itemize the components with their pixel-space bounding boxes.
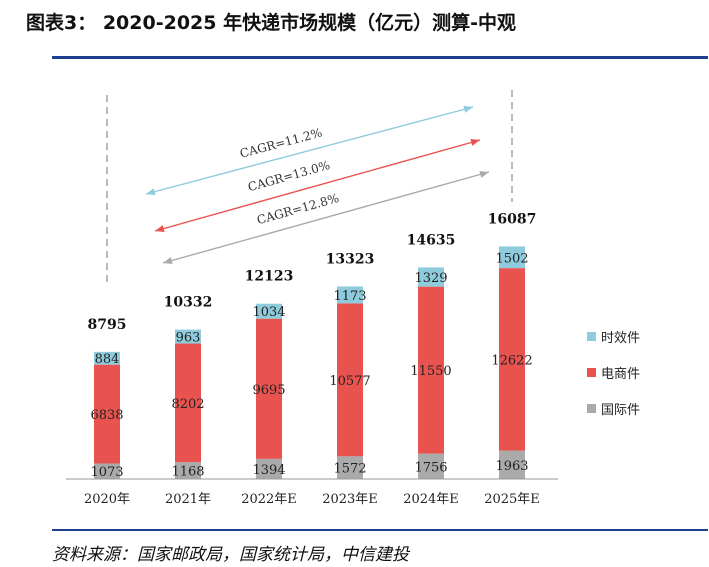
data-label: 884 bbox=[95, 352, 120, 367]
x-tick-label: 2022年E bbox=[241, 492, 297, 507]
x-tick-label: 2020年 bbox=[84, 492, 130, 507]
data-label: 11550 bbox=[410, 364, 451, 379]
total-label: 13323 bbox=[326, 251, 375, 267]
bar-segment-intl-0 bbox=[94, 463, 120, 479]
legend-swatch bbox=[587, 332, 596, 341]
total-label: 8795 bbox=[88, 317, 127, 333]
data-label: 1502 bbox=[495, 251, 528, 266]
legend-label: 国际件 bbox=[601, 403, 640, 418]
cagr-arrow-0 bbox=[145, 105, 474, 196]
bar-segment-express-5 bbox=[499, 246, 525, 269]
x-tick-label: 2021年 bbox=[165, 492, 211, 507]
x-tick-label: 2024年E bbox=[403, 492, 459, 507]
data-label: 1572 bbox=[333, 462, 366, 477]
bar-segment-ecom-5 bbox=[499, 268, 525, 451]
bar-segment-ecom-1 bbox=[175, 343, 201, 463]
data-label: 963 bbox=[176, 331, 201, 346]
legend-label: 电商件 bbox=[601, 367, 640, 382]
footer-divider bbox=[52, 529, 708, 531]
cagr-label: CAGR=12.8% bbox=[255, 191, 340, 227]
cagr-arrow-2 bbox=[162, 170, 490, 265]
source-note: 资料来源：国家邮政局，国家统计局，中信建投 bbox=[52, 545, 409, 565]
bar-segment-express-2 bbox=[256, 303, 282, 319]
bar-segment-express-0 bbox=[94, 351, 120, 365]
data-label: 12622 bbox=[491, 353, 532, 368]
x-tick-label: 2025年E bbox=[484, 492, 540, 507]
data-label: 1756 bbox=[414, 460, 447, 475]
legend-label: 时效件 bbox=[601, 331, 640, 346]
bar-segment-intl-5 bbox=[499, 450, 525, 479]
legend-swatch bbox=[587, 368, 596, 377]
total-label: 12123 bbox=[245, 269, 294, 285]
stacked-bar-chart: CAGR=11.2%CAGR=13.0%CAGR=12.8% 107368388… bbox=[66, 90, 640, 507]
bar-segment-express-1 bbox=[175, 329, 201, 344]
cagr-label: CAGR=11.2% bbox=[238, 125, 323, 160]
total-label: 14635 bbox=[407, 232, 456, 248]
data-label: 8202 bbox=[171, 397, 204, 412]
bar-segment-express-4 bbox=[418, 267, 444, 287]
data-label: 1073 bbox=[90, 465, 123, 480]
bar-segment-intl-1 bbox=[175, 462, 201, 479]
bar-segment-ecom-3 bbox=[337, 303, 363, 457]
data-label: 1394 bbox=[252, 463, 285, 478]
bar-segment-intl-4 bbox=[418, 453, 444, 479]
bar-segment-ecom-4 bbox=[418, 286, 444, 454]
bar-segment-intl-2 bbox=[256, 458, 282, 479]
data-label: 9695 bbox=[252, 383, 285, 398]
bar-segment-intl-3 bbox=[337, 456, 363, 479]
title-divider bbox=[52, 56, 708, 59]
data-label: 1329 bbox=[414, 271, 447, 286]
data-label: 1168 bbox=[171, 465, 204, 480]
total-label: 10332 bbox=[164, 295, 213, 311]
legend-swatch bbox=[587, 404, 596, 413]
data-label: 1034 bbox=[252, 305, 285, 320]
page-title: 图表3： 2020-2025 年快递市场规模（亿元）测算-中观 bbox=[26, 12, 516, 34]
bar-segment-express-3 bbox=[337, 286, 363, 304]
total-label: 16087 bbox=[488, 211, 537, 227]
data-label: 6838 bbox=[90, 408, 123, 423]
x-tick-label: 2023年E bbox=[322, 492, 378, 507]
data-label: 1963 bbox=[495, 459, 528, 474]
bar-segment-ecom-0 bbox=[94, 364, 120, 464]
cagr-arrow-1 bbox=[154, 138, 481, 233]
bar-segment-ecom-2 bbox=[256, 318, 282, 459]
data-label: 10577 bbox=[329, 374, 370, 389]
data-label: 1173 bbox=[333, 289, 366, 304]
